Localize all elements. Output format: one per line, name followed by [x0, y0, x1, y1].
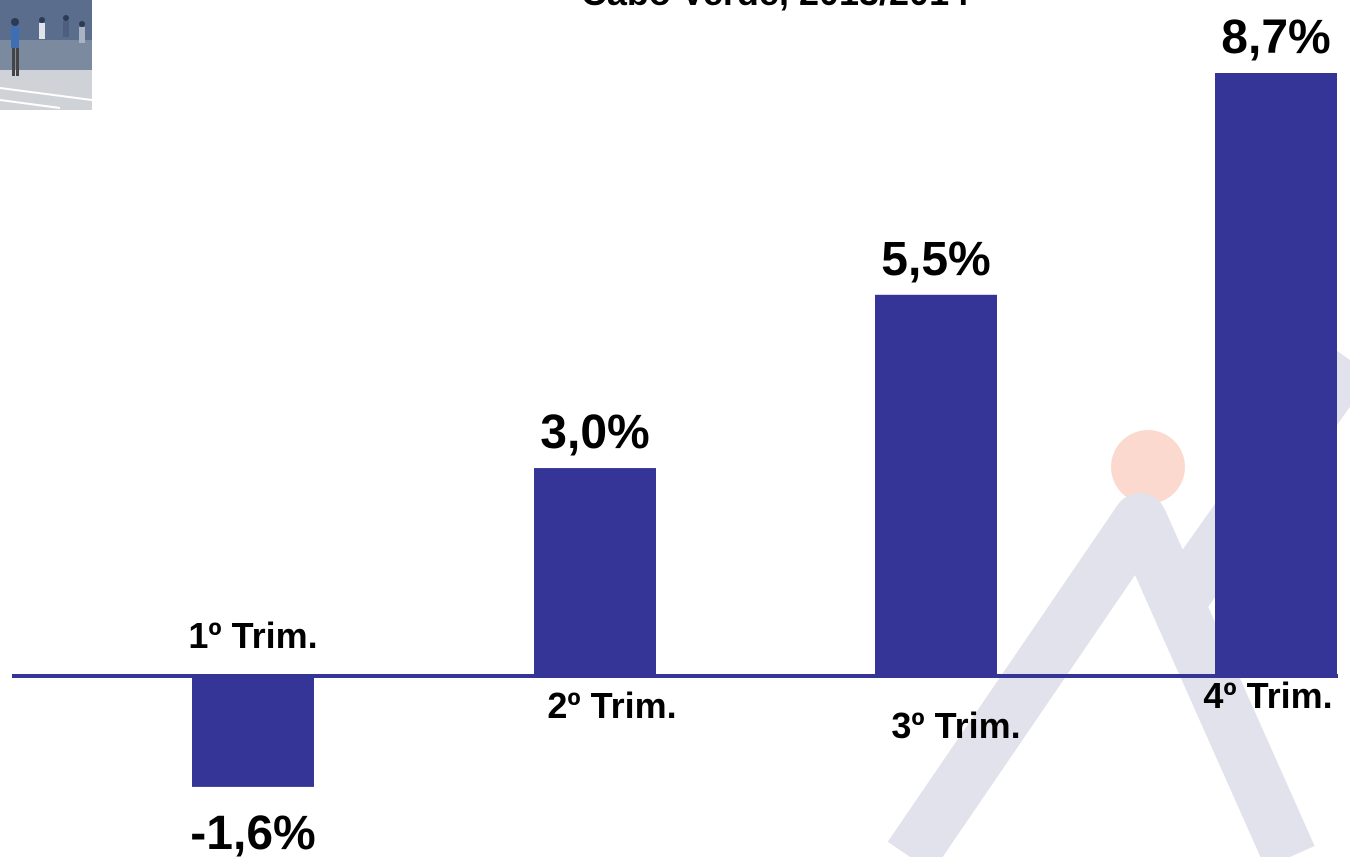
rising-arrow-icon: [887, 493, 1315, 857]
category-label-1: 1º Trim.: [188, 615, 317, 656]
value-label-2: 3,0%: [540, 406, 649, 459]
watermark-dot-icon: [1111, 430, 1185, 504]
labels-group: -1,6% 1º Trim. 3,0% 2º Trim. 5,5% 3º Trim. 8,7…: [188, 11, 1332, 857]
category-label-4: 4º Trim.: [1203, 675, 1332, 716]
bars-group: [192, 73, 1337, 787]
chart-title: Cabo Verde, 2013/2014: [0, 0, 1350, 16]
bar-1: [192, 676, 314, 787]
value-label-4: 8,7%: [1221, 11, 1330, 64]
crowd-photo: [0, 0, 92, 110]
bar-2: [534, 468, 656, 676]
value-label-3: 5,5%: [881, 233, 990, 286]
value-label-1: -1,6%: [190, 807, 315, 857]
category-label-3: 3º Trim.: [891, 705, 1020, 746]
bar-4: [1215, 73, 1337, 676]
category-label-2: 2º Trim.: [547, 685, 676, 726]
bar-3: [875, 294, 997, 676]
